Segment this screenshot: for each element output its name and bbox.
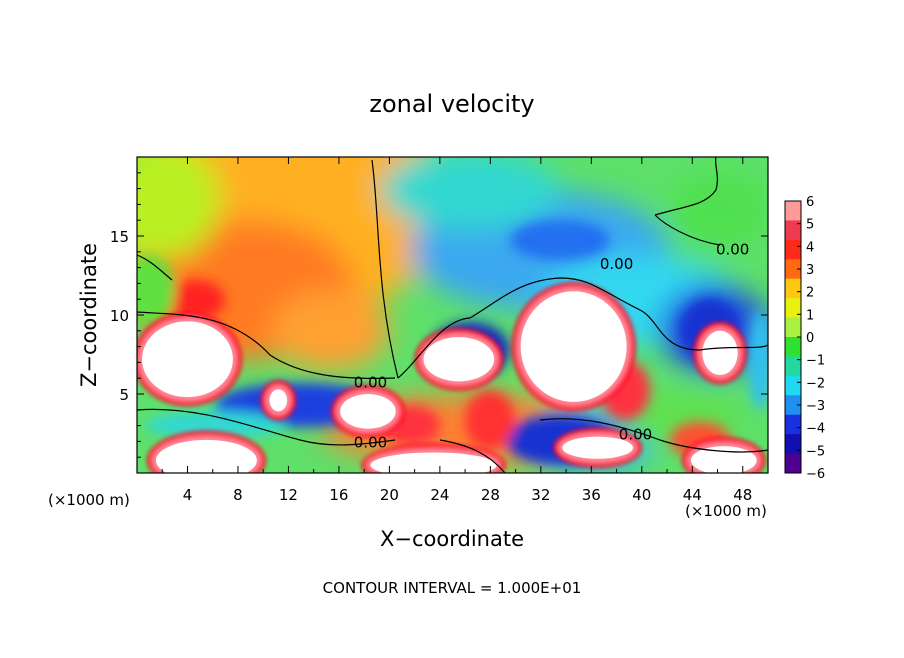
saturated-region xyxy=(370,452,497,473)
x-tick-label: 28 xyxy=(481,486,500,504)
field-blob xyxy=(510,220,610,260)
x-tick-label: 44 xyxy=(683,486,702,504)
colorbar-swatch xyxy=(785,414,801,435)
colorbar-label: −5 xyxy=(806,444,825,459)
contour-label: 0.00 xyxy=(619,426,652,444)
x-tick-label: 8 xyxy=(233,486,243,504)
zero-contour xyxy=(439,439,506,473)
zero-contour xyxy=(371,159,399,379)
zero-contours xyxy=(137,157,768,473)
zero-contour xyxy=(469,277,768,351)
zero-contour xyxy=(539,418,768,453)
field-blob xyxy=(670,170,768,250)
colorbar-label: 1 xyxy=(806,308,814,323)
y-tick-label: 15 xyxy=(110,228,129,246)
contour-label: 0.00 xyxy=(354,373,387,391)
x-axis: 4 8 12 16 20 24 28 32 36 40 44 48 xyxy=(161,157,752,504)
colorbar-label: −4 xyxy=(806,422,825,437)
colorbar-swatch xyxy=(785,201,801,221)
colorbar-label: 6 xyxy=(806,195,814,210)
x-unit-right: (×1000 m) xyxy=(685,502,767,520)
field-blob xyxy=(748,310,768,410)
field-blob xyxy=(137,255,175,325)
colorbar-swatch xyxy=(785,337,801,357)
zero-contour xyxy=(654,157,719,216)
saturated-region xyxy=(340,394,396,429)
saturated-region xyxy=(520,291,627,402)
y-axis-label: Z−coordinate xyxy=(77,243,101,387)
colorbar-swatch xyxy=(785,239,801,260)
colorbar-label: 5 xyxy=(806,218,814,233)
chart-title: zonal velocity xyxy=(369,90,534,118)
saturated-region xyxy=(269,389,288,412)
field-blob xyxy=(270,290,390,370)
saturated-regions xyxy=(142,291,757,473)
colorbar: 6 5 4 3 2 1 0 −1 −2 −3 −4 −5 −6 xyxy=(784,195,825,482)
colorbar-label: −1 xyxy=(806,354,825,369)
field-blob xyxy=(145,411,285,439)
y-axis: 5 10 15 xyxy=(110,172,768,458)
y-tick-label: 5 xyxy=(119,386,129,404)
zero-contour xyxy=(137,408,396,446)
saturated-region xyxy=(691,446,757,473)
colorbar-swatch xyxy=(785,298,801,319)
colorbar-swatch xyxy=(785,453,801,474)
colorbar-label: 4 xyxy=(806,240,814,255)
colorbar-label: −6 xyxy=(806,467,825,482)
colorbar-swatch xyxy=(785,317,801,338)
colorbar-label: 0 xyxy=(806,331,814,346)
contour-label: 0.00 xyxy=(716,241,749,259)
zero-contour xyxy=(654,214,721,246)
field-blob xyxy=(137,157,220,260)
x-tick-label: 24 xyxy=(430,486,449,504)
zero-contour xyxy=(397,317,471,379)
saturated-region xyxy=(155,439,257,473)
contour-label: 0.00 xyxy=(600,255,633,273)
x-tick-label: 20 xyxy=(380,486,399,504)
colorbar-label: −3 xyxy=(806,399,825,414)
saturated-region xyxy=(702,330,738,376)
saturated-region xyxy=(423,337,495,382)
zero-contour xyxy=(137,311,396,379)
x-tick-label: 32 xyxy=(531,486,550,504)
x-unit-left: (×1000 m) xyxy=(48,491,130,509)
colorbar-label: 3 xyxy=(806,263,814,278)
field-blob xyxy=(165,280,225,320)
x-tick-label: 48 xyxy=(733,486,752,504)
colorbar-swatch xyxy=(785,375,801,396)
zero-contour xyxy=(137,254,173,281)
colorbar-label: 2 xyxy=(806,286,814,301)
y-tick-label: 10 xyxy=(110,307,129,325)
heatmap-field xyxy=(137,157,768,473)
contour-labels: 0.00 0.00 0.00 0.00 0.00 xyxy=(354,241,750,452)
x-tick-label: 16 xyxy=(329,486,348,504)
colorbar-swatch xyxy=(785,395,801,416)
saturated-region xyxy=(562,436,633,459)
colorbar-swatch xyxy=(785,259,801,280)
contour-interval-note: CONTOUR INTERVAL = 1.000E+01 xyxy=(323,579,582,597)
colorbar-swatch xyxy=(785,220,801,241)
colorbar-label: −2 xyxy=(806,376,825,391)
contour-label: 0.00 xyxy=(354,433,387,451)
field-blob xyxy=(380,157,560,230)
colorbar-swatch xyxy=(785,278,801,299)
x-tick-label: 12 xyxy=(279,486,298,504)
x-tick-label: 36 xyxy=(582,486,601,504)
saturated-region xyxy=(142,321,233,398)
field-blob xyxy=(465,390,515,450)
x-tick-label: 40 xyxy=(632,486,651,504)
colorbar-swatch xyxy=(785,356,801,377)
colorbar-swatch xyxy=(785,434,801,455)
x-axis-label: X−coordinate xyxy=(380,527,524,551)
x-tick-label: 4 xyxy=(183,486,193,504)
